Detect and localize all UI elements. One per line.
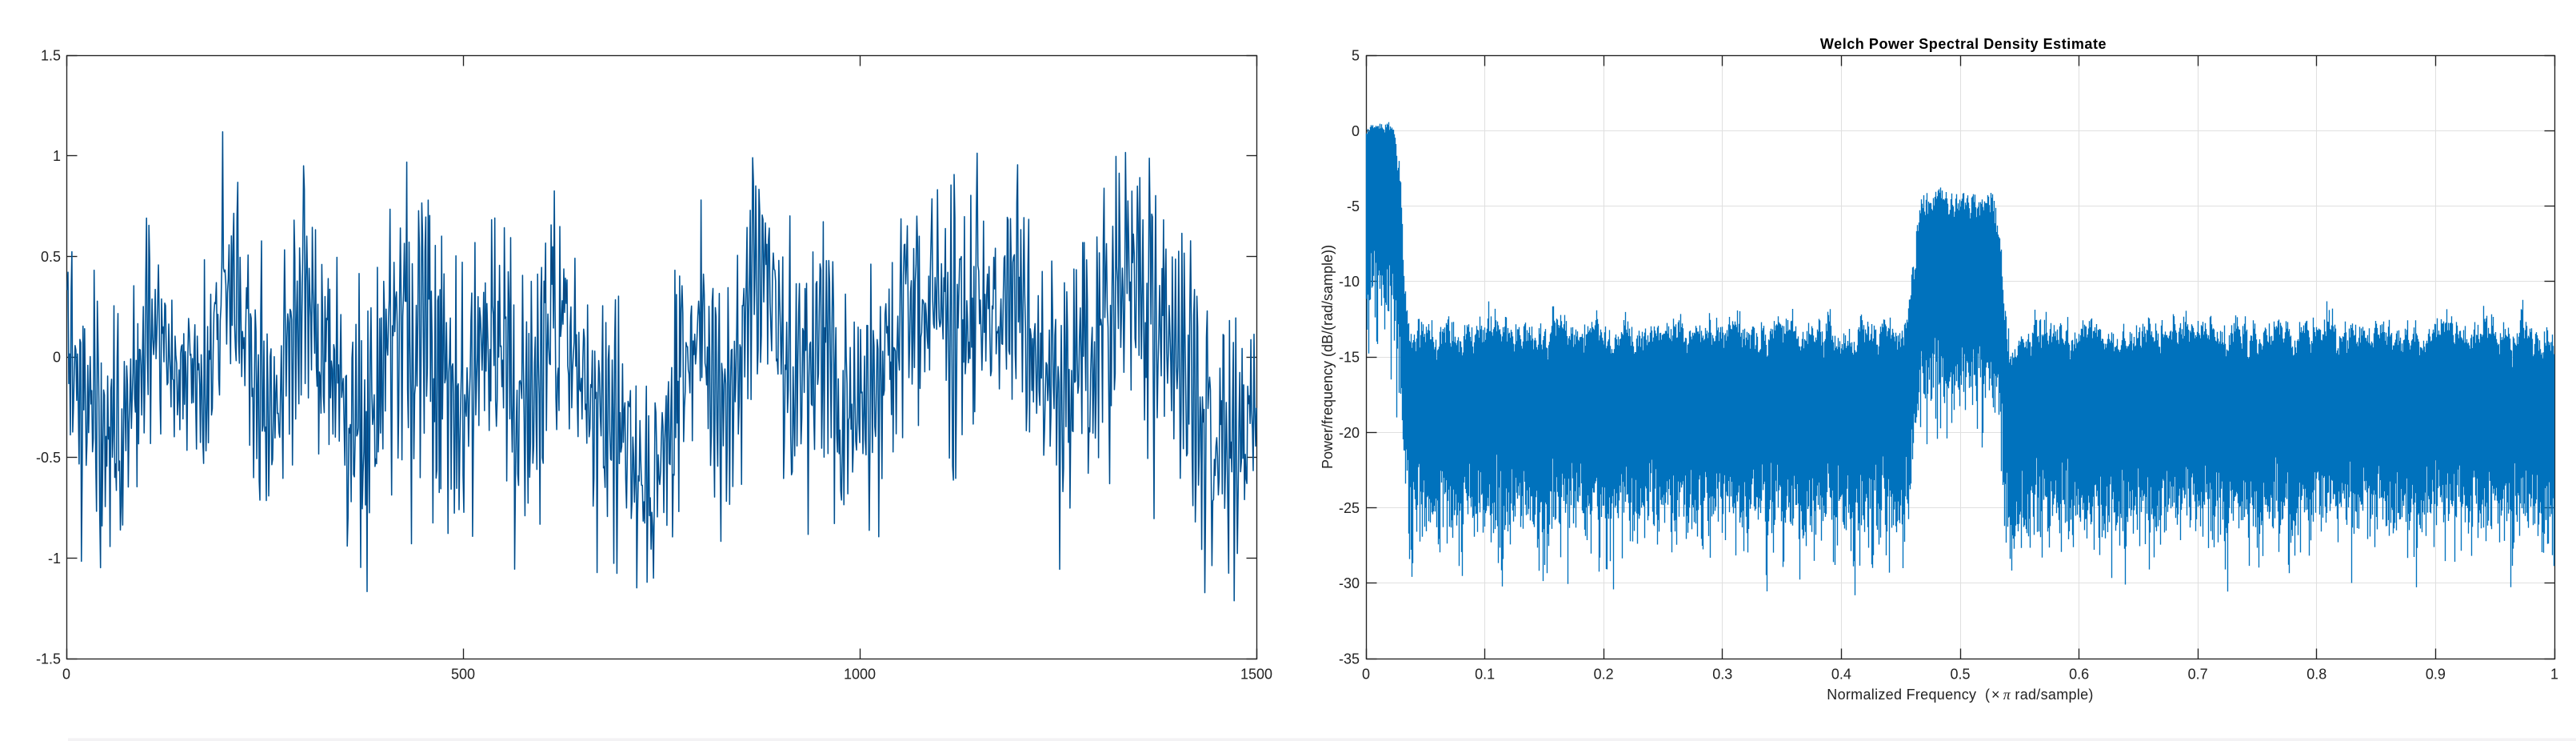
svg-text:0.5: 0.5 [1950,667,1970,683]
svg-text:0.5: 0.5 [41,249,61,265]
svg-text:1500: 1500 [1240,667,1272,683]
svg-text:1: 1 [53,148,61,164]
svg-text:0.2: 0.2 [1594,667,1614,683]
svg-text:0.4: 0.4 [1831,667,1851,683]
svg-text:1.5: 1.5 [41,48,61,64]
svg-text:-0.5: -0.5 [36,450,61,466]
svg-text:-30: -30 [1339,575,1360,591]
svg-text:-20: -20 [1339,425,1360,441]
svg-text:0.8: 0.8 [2306,667,2326,683]
svg-text:0.6: 0.6 [2069,667,2089,683]
svg-text:0.9: 0.9 [2426,667,2446,683]
svg-text:-1: -1 [48,551,61,567]
svg-text:0.1: 0.1 [1475,667,1495,683]
svg-text:0: 0 [1352,123,1360,139]
svg-text:Normalized Frequency ( × π ra: Normalized Frequency ( × π rad/sample) [1827,687,2093,703]
svg-text:0.7: 0.7 [2188,667,2208,683]
svg-text:-15: -15 [1339,350,1360,366]
svg-text:1000: 1000 [844,667,876,683]
svg-text:0: 0 [62,667,70,683]
svg-text:Power/frequency (dB/(rad/sampl: Power/frequency (dB/(rad/sample)) [1320,245,1336,469]
svg-text:0: 0 [1362,667,1370,683]
svg-text:1: 1 [2550,667,2558,683]
svg-text:0: 0 [53,350,61,366]
svg-text:0.3: 0.3 [1712,667,1732,683]
svg-text:-10: -10 [1339,274,1360,290]
svg-text:Welch Power Spectral Density E: Welch Power Spectral Density Estimate [1820,36,2107,52]
svg-text:-35: -35 [1339,651,1360,667]
svg-text:500: 500 [451,667,475,683]
svg-text:-1.5: -1.5 [36,651,61,667]
svg-text:5: 5 [1352,48,1360,64]
svg-text:-25: -25 [1339,500,1360,516]
svg-text:-5: -5 [1347,198,1360,214]
